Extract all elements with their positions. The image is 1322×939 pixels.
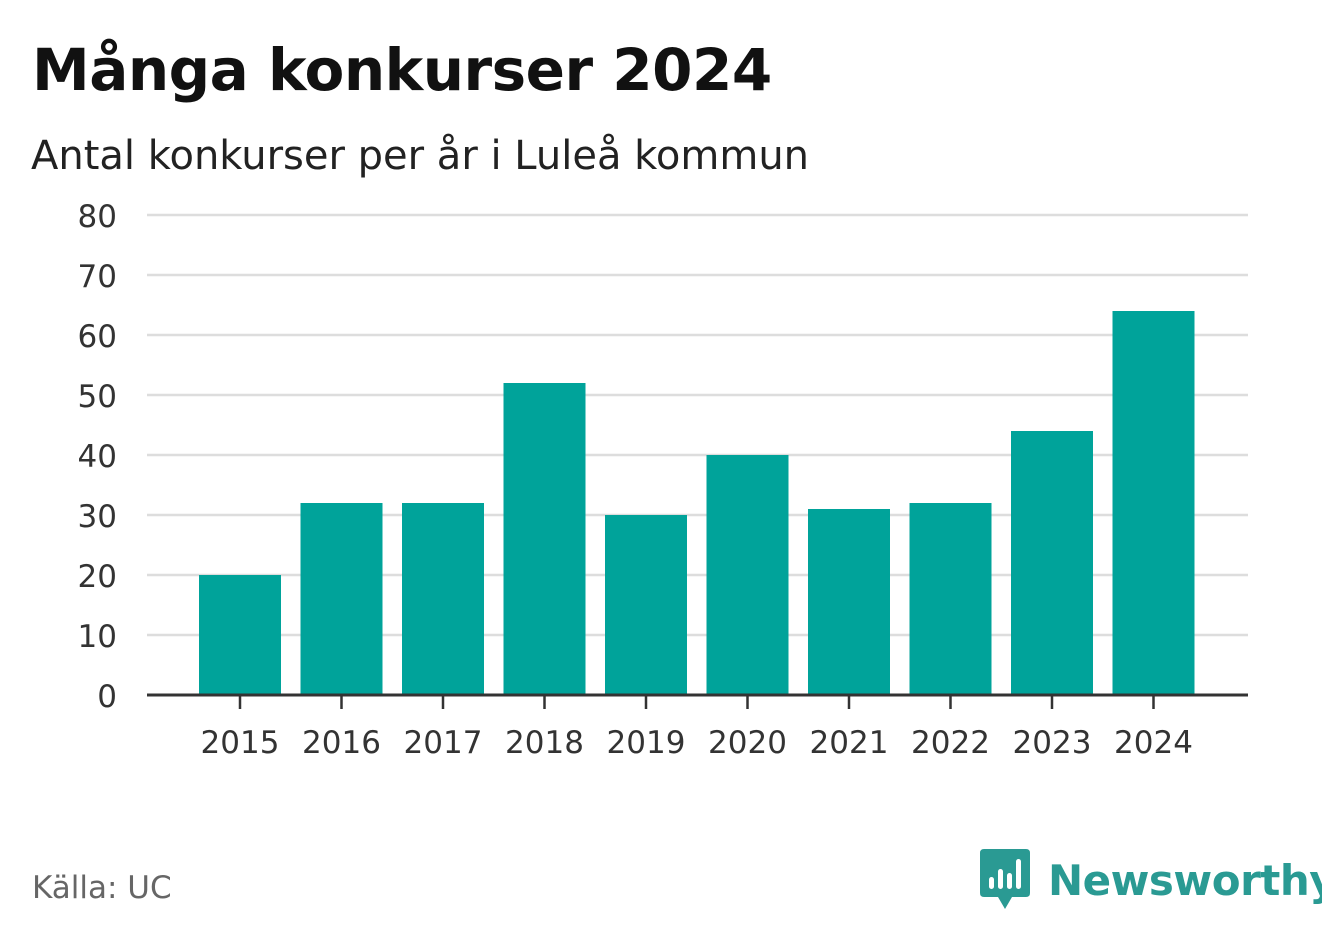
chart-title: Många konkurser 2024	[32, 36, 772, 104]
x-tick-label: 2021	[810, 725, 889, 761]
x-tick-label: 2018	[505, 725, 584, 761]
brand-logo: Newsworthy	[980, 848, 1322, 912]
bar-2018	[503, 383, 586, 695]
bar-2023	[1011, 431, 1093, 695]
source-note: Källa: UC	[32, 870, 172, 906]
bar-2019	[605, 515, 687, 695]
bars	[199, 311, 1195, 695]
x-tick-label: 2023	[1013, 725, 1092, 761]
y-axis-ticks: 0 10 20 30 40 50 60 70 80	[78, 199, 117, 715]
x-tick-label: 2015	[201, 725, 280, 761]
bar-2020	[706, 455, 789, 695]
y-tick-label: 50	[78, 379, 117, 415]
newsworthy-bar-chart-icon	[980, 849, 1030, 909]
y-tick-label: 20	[78, 559, 117, 595]
chart-subtitle: Antal konkurser per år i Luleå kommun	[31, 133, 810, 179]
y-tick-label: 10	[78, 619, 117, 655]
bar-2022	[909, 503, 992, 695]
bar-2016	[300, 503, 383, 695]
bar-2021	[808, 509, 890, 695]
brand-name: Newsworthy	[1048, 855, 1322, 905]
x-tick-label: 2016	[302, 725, 381, 761]
y-tick-label: 60	[78, 319, 117, 355]
y-tick-label: 40	[78, 439, 117, 475]
y-tick-label: 30	[78, 499, 117, 535]
bar-2017	[402, 503, 484, 695]
y-tick-label: 0	[97, 679, 117, 715]
x-tick-label: 2019	[607, 725, 686, 761]
y-tick-label: 70	[78, 259, 117, 295]
x-tick-label: 2024	[1114, 725, 1193, 761]
y-tick-label: 80	[78, 199, 117, 235]
x-tick-label: 2022	[911, 725, 990, 761]
x-tick-label: 2017	[404, 725, 483, 761]
bar-2015	[199, 575, 281, 695]
x-tick-label: 2020	[708, 725, 787, 761]
x-axis-ticks: 2015 2016 2017 2018 2019 2020 2021 2022 2023 2024	[201, 695, 1193, 761]
bar-2024	[1112, 311, 1195, 695]
